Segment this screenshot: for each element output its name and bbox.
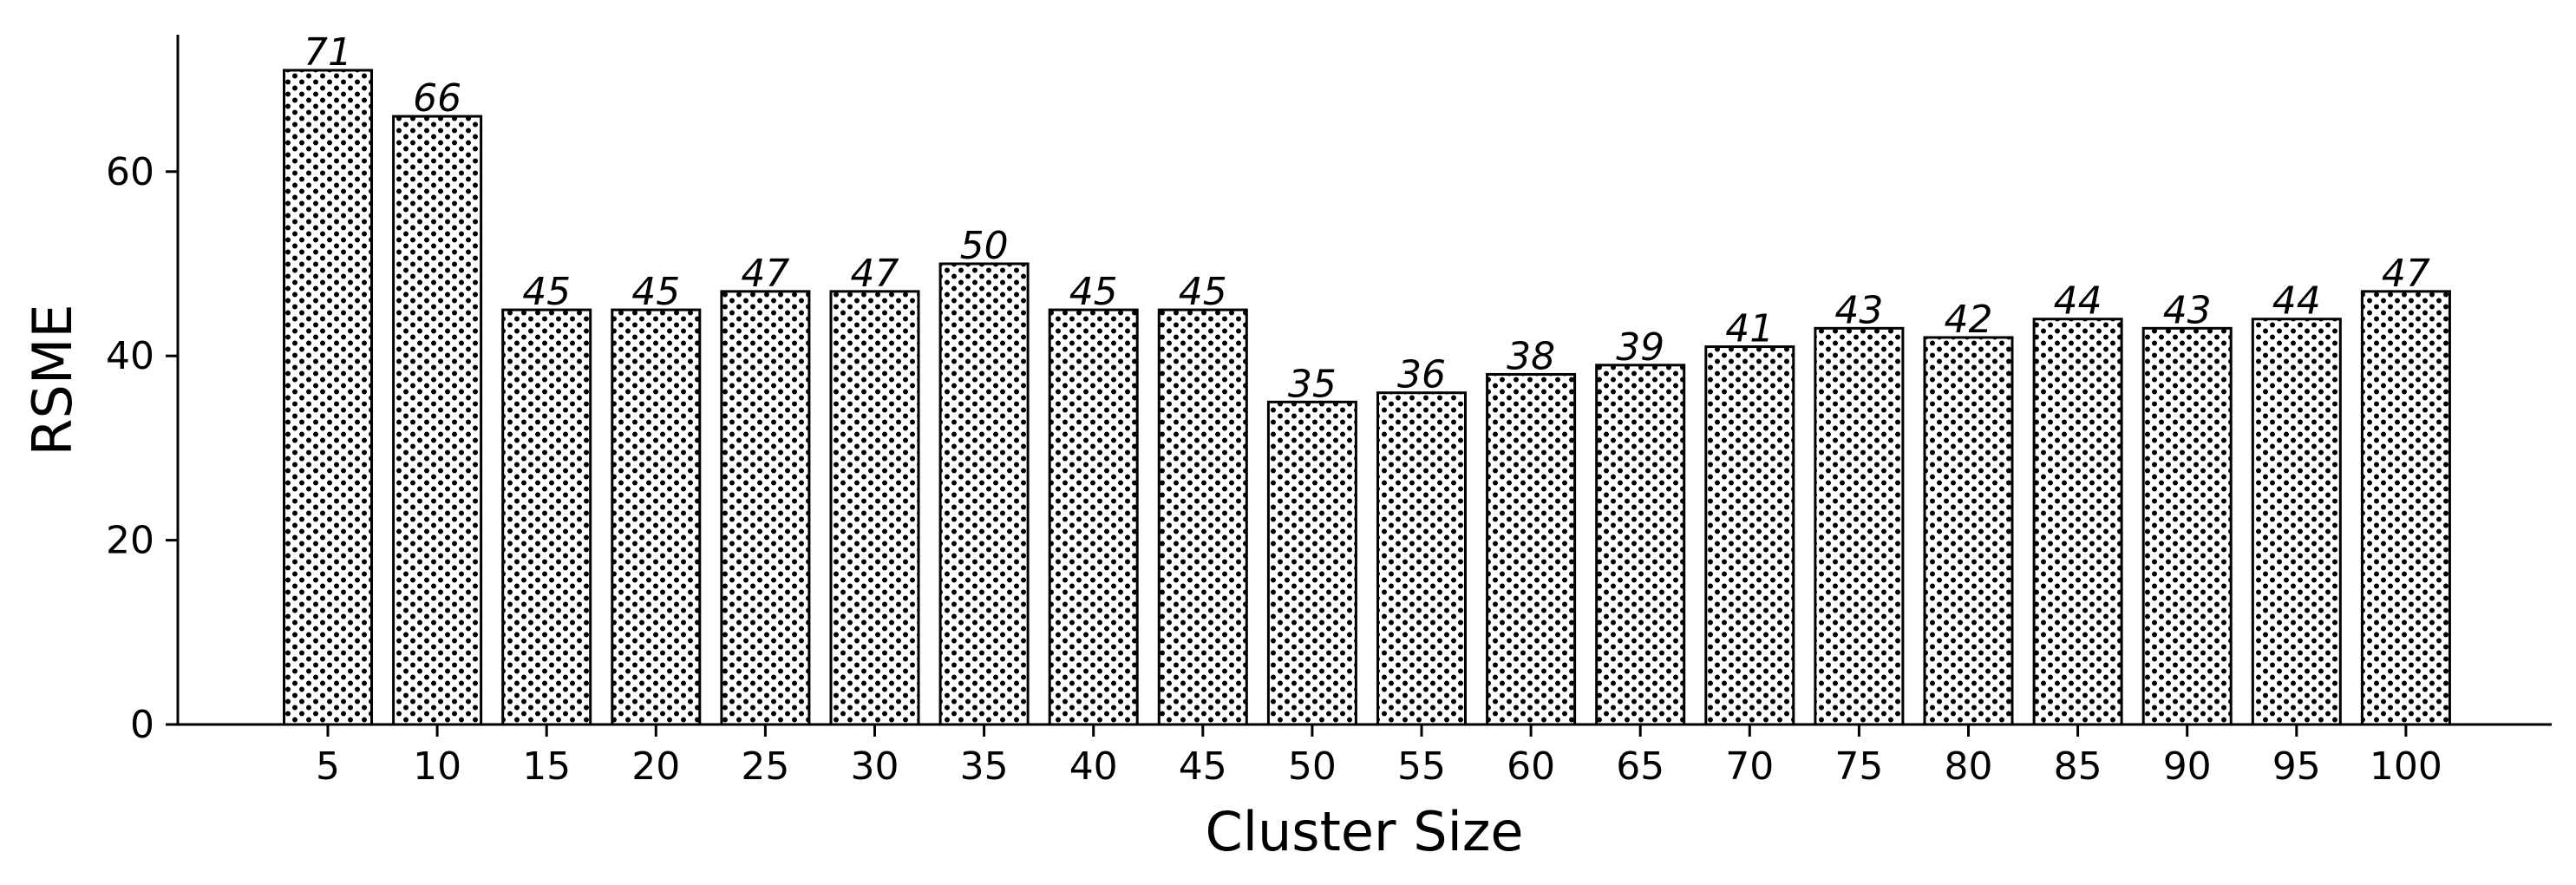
bar-55 bbox=[1376, 391, 1467, 726]
data-label-45: 45 bbox=[1179, 270, 1227, 314]
bar-50 bbox=[1266, 400, 1357, 726]
data-label-60: 38 bbox=[1507, 334, 1555, 378]
data-label-5: 71 bbox=[304, 30, 352, 75]
x-tick-label-60: 60 bbox=[1507, 744, 1555, 789]
data-label-10: 66 bbox=[413, 76, 461, 121]
bar-45 bbox=[1157, 308, 1248, 726]
x-tick-label-15: 15 bbox=[522, 744, 571, 789]
y-axis-title: RSME bbox=[21, 304, 84, 456]
x-tick-label-75: 75 bbox=[1834, 744, 1883, 789]
bar-15 bbox=[501, 308, 592, 726]
data-label-15: 45 bbox=[522, 270, 571, 314]
data-label-80: 42 bbox=[1945, 298, 1993, 342]
x-axis-title: Cluster Size bbox=[1205, 800, 1523, 863]
x-tick-label-100: 100 bbox=[2370, 744, 2442, 789]
bar-20 bbox=[611, 308, 702, 726]
bar-35 bbox=[938, 262, 1030, 726]
bar-80 bbox=[1923, 336, 2014, 726]
bar-65 bbox=[1595, 364, 1686, 726]
bar-5 bbox=[283, 69, 373, 726]
x-tick-label-45: 45 bbox=[1179, 744, 1227, 789]
x-tick-label-20: 20 bbox=[631, 744, 680, 789]
data-label-50: 35 bbox=[1288, 362, 1337, 406]
bar-30 bbox=[829, 290, 920, 726]
y-tick-label-60: 60 bbox=[106, 150, 154, 194]
bar-85 bbox=[2032, 318, 2123, 726]
data-label-100: 47 bbox=[2382, 252, 2430, 296]
axes bbox=[176, 35, 2552, 726]
x-tick-label-90: 90 bbox=[2163, 744, 2212, 789]
bar-70 bbox=[1704, 345, 1795, 726]
x-tick-label-25: 25 bbox=[741, 744, 789, 789]
data-label-55: 36 bbox=[1397, 353, 1446, 397]
data-label-90: 43 bbox=[2163, 288, 2212, 332]
data-label-65: 39 bbox=[1616, 325, 1664, 370]
data-label-75: 43 bbox=[1834, 288, 1883, 332]
data-label-40: 45 bbox=[1069, 270, 1118, 314]
x-tick-label-65: 65 bbox=[1616, 744, 1664, 789]
y-ticks: 0 20 40 60 bbox=[106, 150, 178, 747]
data-label-35: 50 bbox=[960, 224, 1009, 268]
x-tick-label-95: 95 bbox=[2272, 744, 2321, 789]
bar-90 bbox=[2141, 326, 2233, 726]
x-tick-label-55: 55 bbox=[1397, 744, 1446, 789]
x-tick-label-30: 30 bbox=[851, 744, 899, 789]
x-tick-label-50: 50 bbox=[1288, 744, 1337, 789]
data-label-85: 44 bbox=[2054, 279, 2102, 324]
data-labels: 71 66 45 45 47 47 50 45 45 35 36 38 39 41 43 42 44 43 44 47 bbox=[304, 30, 2430, 406]
y-tick-label-40: 40 bbox=[106, 334, 154, 378]
bar-100 bbox=[2360, 290, 2451, 726]
bar-40 bbox=[1048, 308, 1139, 726]
y-tick-label-0: 0 bbox=[130, 703, 154, 747]
x-tick-label-85: 85 bbox=[2054, 744, 2102, 789]
data-label-20: 45 bbox=[631, 270, 680, 314]
y-tick-label-20: 20 bbox=[106, 519, 154, 563]
data-label-30: 47 bbox=[851, 252, 899, 296]
data-label-70: 41 bbox=[1725, 307, 1774, 351]
bar-95 bbox=[2251, 318, 2342, 726]
x-tick-label-70: 70 bbox=[1725, 744, 1774, 789]
x-tick-label-5: 5 bbox=[316, 744, 340, 789]
x-tick-label-80: 80 bbox=[1945, 744, 1993, 789]
x-tick-label-40: 40 bbox=[1069, 744, 1118, 789]
bars bbox=[283, 69, 2451, 726]
data-label-95: 44 bbox=[2272, 279, 2321, 324]
data-label-25: 47 bbox=[741, 252, 789, 296]
bar-60 bbox=[1486, 372, 1577, 726]
bar-75 bbox=[1814, 326, 1905, 726]
x-tick-label-10: 10 bbox=[413, 744, 461, 789]
x-tick-label-35: 35 bbox=[960, 744, 1009, 789]
bar-10 bbox=[392, 115, 483, 726]
x-ticks: 5 10 15 20 25 30 35 40 45 50 55 60 65 70 75 80 85 90 95 100 bbox=[316, 724, 2442, 789]
bar-25 bbox=[720, 290, 811, 726]
